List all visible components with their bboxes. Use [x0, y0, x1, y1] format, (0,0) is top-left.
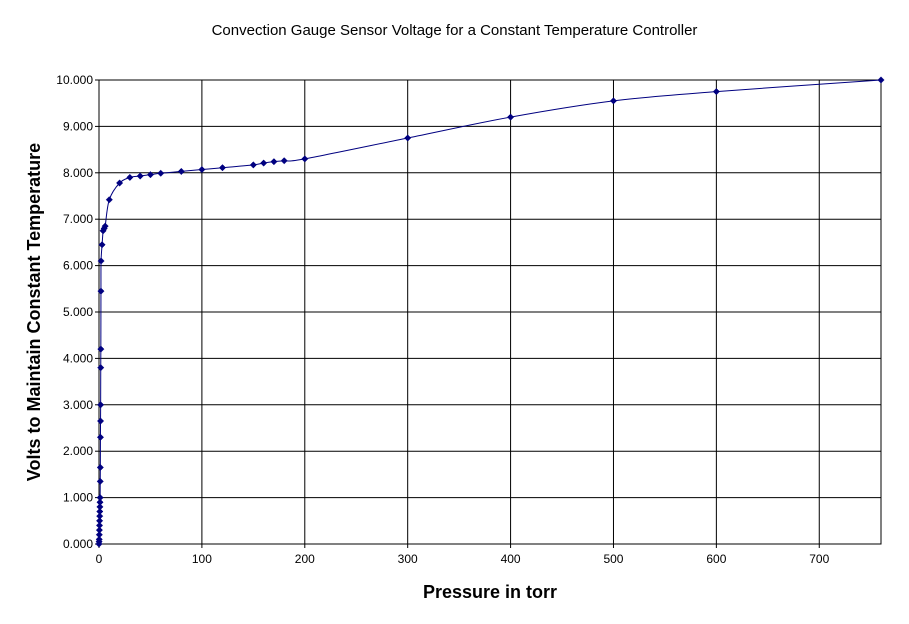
y-tick-label: 7.000	[63, 212, 93, 226]
data-point	[98, 241, 106, 249]
data-point	[126, 173, 134, 181]
data-point	[95, 535, 103, 543]
data-point	[712, 88, 720, 96]
data-point	[96, 433, 104, 441]
data-point	[116, 179, 124, 187]
data-point	[105, 196, 113, 204]
data-point	[97, 257, 105, 265]
y-tick-label: 9.000	[63, 119, 93, 133]
y-tick-label: 1.000	[63, 491, 93, 505]
data-point	[136, 172, 144, 180]
x-axis-label: Pressure in torr	[423, 582, 557, 602]
x-tick-label: 500	[603, 552, 623, 566]
data-point	[507, 113, 515, 121]
chart-title: Convection Gauge Sensor Voltage for a Co…	[211, 22, 698, 39]
grid-lines	[98, 79, 882, 545]
y-tick-label: 0.000	[63, 537, 93, 551]
x-tick-label: 700	[809, 552, 829, 566]
data-point	[96, 417, 105, 425]
data-point	[96, 512, 104, 520]
y-tick-label: 6.000	[63, 259, 93, 273]
data-point	[260, 159, 268, 167]
data-point	[96, 503, 104, 511]
y-tick-label: 2.000	[63, 444, 93, 458]
data-point	[218, 164, 227, 172]
data-point	[96, 507, 104, 516]
data-point	[270, 158, 278, 166]
data-point	[301, 155, 309, 163]
data-point	[877, 76, 885, 84]
x-axis-ticks: 0 100 200 300 400 500 600 700	[96, 544, 830, 566]
x-tick-label: 300	[398, 552, 418, 566]
data-point	[96, 494, 104, 502]
data-point	[95, 521, 104, 529]
data-point	[96, 498, 104, 506]
y-axis-label: Volts to Maintain Constant Temperature	[24, 143, 44, 481]
data-point	[97, 287, 105, 295]
y-axis-ticks: 0.000 1.000 2.000 3.000 4.000 5.000 6.000 7.000…	[56, 73, 99, 551]
y-tick-label: 3.000	[63, 398, 93, 412]
y-tick-label: 4.000	[63, 351, 93, 365]
y-tick-label: 5.000	[63, 305, 93, 319]
data-point	[97, 401, 105, 409]
data-point	[96, 463, 104, 471]
data-point	[146, 171, 155, 179]
x-tick-label: 200	[295, 552, 315, 566]
data-point	[157, 169, 165, 177]
data-point	[404, 134, 412, 142]
y-tick-label: 10.000	[56, 73, 93, 87]
data-point	[249, 161, 257, 169]
data-point	[95, 526, 103, 534]
data-point	[609, 97, 618, 105]
data-point	[101, 222, 109, 230]
data-point	[97, 345, 105, 353]
y-tick-label: 8.000	[63, 166, 93, 180]
data-point	[96, 477, 104, 485]
series-markers	[95, 76, 885, 548]
x-tick-label: 600	[706, 552, 726, 566]
data-point	[177, 167, 185, 175]
data-point	[95, 531, 103, 539]
data-point	[96, 517, 104, 525]
x-tick-label: 400	[501, 552, 521, 566]
data-point	[97, 364, 105, 372]
data-point	[198, 165, 206, 174]
data-point	[280, 157, 288, 165]
x-tick-label: 0	[96, 552, 103, 566]
x-tick-label: 100	[192, 552, 212, 566]
